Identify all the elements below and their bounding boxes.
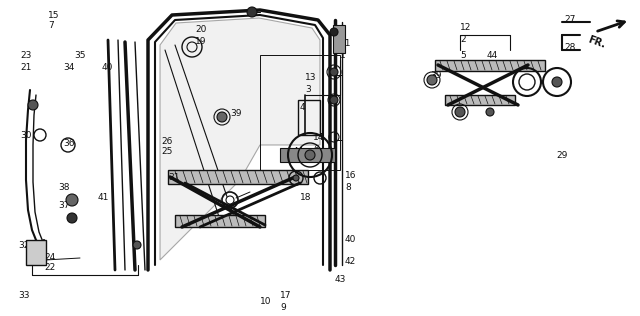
Circle shape [552, 77, 562, 87]
Circle shape [330, 28, 338, 36]
Circle shape [67, 213, 77, 223]
Bar [298, 100, 320, 135]
Text: 10: 10 [260, 297, 271, 307]
Text: 9: 9 [280, 303, 285, 313]
Text: 44: 44 [293, 148, 304, 156]
Text: 26: 26 [161, 137, 172, 147]
Text: 22: 22 [44, 264, 55, 272]
Bar [445, 95, 515, 105]
Text: 24: 24 [44, 253, 55, 263]
Text: 16: 16 [345, 172, 356, 180]
Circle shape [293, 175, 299, 181]
Bar [175, 215, 265, 227]
Text: 2: 2 [460, 35, 466, 45]
Text: 41: 41 [98, 192, 109, 202]
Circle shape [427, 75, 437, 85]
Circle shape [486, 108, 494, 116]
Text: 25: 25 [161, 148, 172, 156]
Circle shape [330, 68, 338, 76]
Text: 33: 33 [18, 291, 29, 301]
Text: 34: 34 [63, 64, 74, 72]
Circle shape [247, 7, 257, 17]
Text: 7: 7 [48, 21, 54, 29]
Text: 35: 35 [74, 52, 86, 60]
Text: 38: 38 [58, 184, 70, 192]
Text: 29: 29 [556, 151, 568, 161]
Text: 44: 44 [487, 51, 499, 59]
Text: 43: 43 [335, 276, 346, 284]
Text: 15: 15 [48, 10, 60, 20]
Text: 42: 42 [345, 257, 356, 265]
Text: 17: 17 [280, 291, 291, 301]
Text: 28: 28 [564, 42, 575, 52]
Circle shape [28, 100, 38, 110]
Text: 19: 19 [195, 38, 207, 46]
Text: 39: 39 [430, 70, 442, 80]
Text: 1: 1 [340, 51, 346, 59]
Text: 27: 27 [564, 15, 575, 23]
Text: 5: 5 [460, 51, 466, 59]
Text: 12: 12 [460, 23, 472, 33]
Text: 6: 6 [313, 145, 319, 155]
Polygon shape [160, 18, 320, 260]
Text: 37: 37 [58, 200, 70, 210]
Text: 8: 8 [345, 184, 351, 192]
Text: 14: 14 [313, 133, 324, 143]
Text: 40: 40 [102, 64, 113, 72]
Text: 31: 31 [168, 173, 179, 183]
Circle shape [66, 194, 78, 206]
Bar [280, 148, 335, 162]
Circle shape [133, 241, 141, 249]
Text: 36: 36 [63, 138, 74, 148]
Text: 39: 39 [230, 110, 241, 118]
Circle shape [217, 112, 227, 122]
Text: 40: 40 [345, 235, 356, 245]
Text: 23: 23 [20, 52, 31, 60]
Circle shape [330, 96, 338, 104]
Bar [26, 240, 46, 265]
Text: FR.: FR. [586, 34, 606, 50]
Text: 4: 4 [300, 102, 306, 112]
Text: 13: 13 [305, 74, 317, 82]
Text: 32: 32 [18, 240, 29, 250]
Circle shape [455, 107, 465, 117]
Text: 3: 3 [305, 86, 311, 94]
Circle shape [305, 150, 315, 160]
Text: 20: 20 [195, 26, 206, 34]
Bar [260, 55, 340, 170]
Circle shape [226, 196, 234, 204]
Bar [435, 60, 545, 71]
Text: 18: 18 [300, 193, 312, 203]
Text: 30: 30 [20, 131, 31, 139]
Bar [333, 25, 345, 53]
Bar [168, 170, 308, 184]
Text: 21: 21 [20, 64, 31, 72]
Text: 11: 11 [340, 39, 351, 47]
